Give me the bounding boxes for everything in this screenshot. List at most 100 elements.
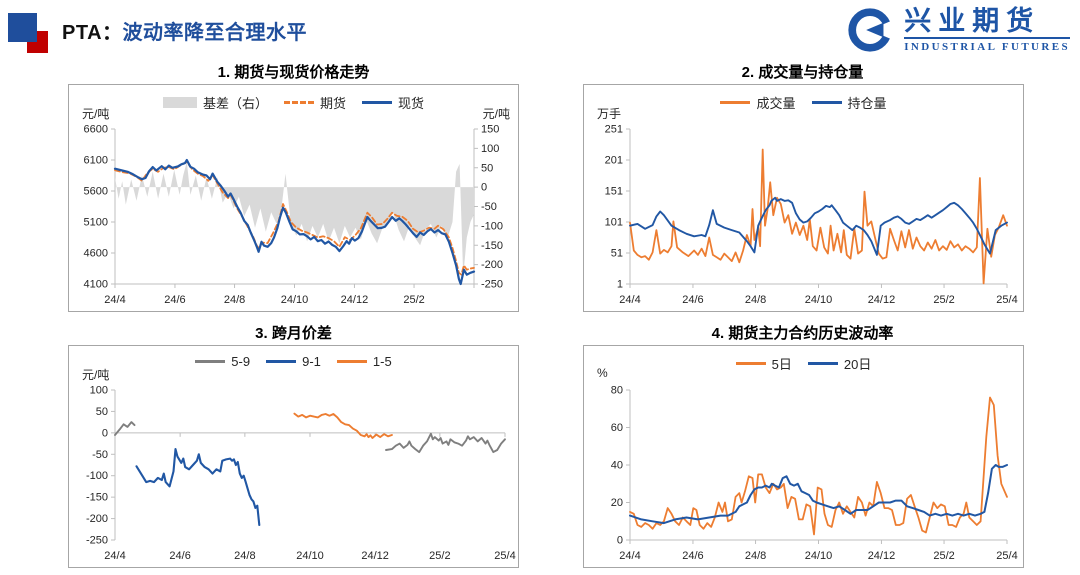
svg-text:24/12: 24/12 [868,550,896,562]
svg-text:25/2: 25/2 [933,294,954,306]
chart2-unit-left: 万手 [597,107,622,121]
logo-icon [845,5,898,55]
svg-text:24/10: 24/10 [296,550,324,562]
header-blue-square [8,13,37,42]
chart3-legend: 5-9 9-1 1-5 [69,354,518,369]
svg-text:150: 150 [481,124,499,136]
logo-name-cn: 兴业期货 [904,5,1041,36]
legend-swatch-line [720,101,751,104]
svg-text:-200: -200 [481,259,503,271]
chart-panel-volume: 万手 成交量 持仓量 251 201 151 101 51 1 24/4 24/6 24/8 24/… [583,84,1024,312]
legend-swatch-line [735,362,766,365]
svg-text:24/10: 24/10 [805,294,833,306]
legend-swatch-dash [283,101,314,104]
svg-text:151: 151 [605,186,623,198]
legend-label: 现货 [398,96,425,111]
svg-text:24/12: 24/12 [361,550,389,562]
svg-text:40: 40 [611,460,623,472]
legend-item: 5日 [735,354,792,373]
svg-text:24/12: 24/12 [868,294,896,306]
svg-text:24/6: 24/6 [169,550,190,562]
svg-text:24/10: 24/10 [805,550,833,562]
svg-text:50: 50 [481,162,493,174]
legend-item: 持仓量 [811,93,887,112]
svg-text:24/8: 24/8 [745,294,766,306]
logo-name-en: INDUSTRIAL FUTURES [904,41,1070,54]
legend-swatch-line [336,360,367,363]
legend-item: 期货 [283,93,346,112]
legend-label: 5日 [771,357,792,372]
legend-label: 期货 [319,96,346,111]
legend-swatch-line [807,362,838,365]
svg-text:251: 251 [605,124,623,136]
svg-text:24/10: 24/10 [281,294,309,306]
svg-text:-100: -100 [481,220,503,232]
svg-text:24/6: 24/6 [164,294,185,306]
svg-text:0: 0 [617,535,623,547]
svg-text:0: 0 [481,182,487,194]
chart1-unit-left: 元/吨 [82,107,110,121]
chart3-unit-left: 元/吨 [82,368,110,382]
company-logo: 兴业期货 INDUSTRIAL FUTURES [845,5,1070,55]
svg-text:51: 51 [611,248,623,260]
page-title-prefix: PTA： [62,22,123,44]
svg-text:25/4: 25/4 [996,294,1017,306]
chart2-plot: 251 201 151 101 51 1 24/4 24/6 24/8 24/10 24/12 25/… [605,124,1018,307]
svg-text:25/2: 25/2 [933,550,954,562]
legend-item: 1-5 [336,354,392,369]
chart1-title: 1. 期货与现货价格走势 [217,64,370,81]
legend-swatch-line [266,360,297,363]
svg-text:-50: -50 [481,201,497,213]
svg-text:100: 100 [90,385,108,397]
svg-text:-200: -200 [86,513,108,525]
chart2-legend: 成交量 持仓量 [584,93,1023,112]
legend-label: 9-1 [302,354,321,369]
chart3-plot: 100 50 0 -50 -100 -150 -200 -250 24/4 24/6 24/8 24/… [86,385,516,563]
chart4-title: 4. 期货主力合约历史波动率 [711,325,894,342]
svg-text:4100: 4100 [84,279,108,291]
svg-text:4600: 4600 [84,248,108,260]
svg-text:100: 100 [481,143,499,155]
svg-text:24/8: 24/8 [224,294,245,306]
legend-label: 持仓量 [847,96,887,111]
legend-label: 5-9 [231,354,251,369]
svg-text:24/6: 24/6 [682,550,703,562]
svg-text:101: 101 [605,217,623,229]
svg-text:20: 20 [611,497,623,509]
svg-text:5100: 5100 [84,217,108,229]
chart-panel-volatility: % 5日 20日 80 60 40 20 0 24/4 24/6 24/8 24/10 24/12 2… [583,345,1024,568]
svg-text:24/4: 24/4 [619,550,640,562]
chart3-title: 3. 跨月价差 [255,325,332,342]
svg-text:25/2: 25/2 [403,294,424,306]
legend-swatch-area [162,97,197,108]
legend-swatch-line [195,360,226,363]
logo-text: 兴业期货 INDUSTRIAL FUTURES [904,5,1070,54]
svg-text:24/8: 24/8 [745,550,766,562]
svg-text:25/2: 25/2 [429,550,450,562]
chart1-legend: 基差（右） 期货 现货 [69,93,518,112]
chart4-legend: 5日 20日 [584,354,1023,373]
svg-text:24/4: 24/4 [104,550,125,562]
svg-text:-150: -150 [481,240,503,252]
chart1-unit-right: 元/吨 [482,107,510,121]
svg-text:-250: -250 [481,279,503,291]
chart4-unit-left: % [597,366,608,380]
svg-text:6100: 6100 [84,155,108,167]
legend-item: 现货 [362,93,424,112]
svg-text:25/4: 25/4 [996,550,1017,562]
svg-text:24/12: 24/12 [341,294,369,306]
svg-text:80: 80 [611,385,623,397]
legend-item: 5-9 [195,354,250,369]
chart2-title: 2. 成交量与持仓量 [741,64,864,81]
svg-text:50: 50 [96,406,108,418]
chart4-plot: 80 60 40 20 0 24/4 24/6 24/8 24/10 24/12 25/2 25/4 [611,385,1018,563]
svg-text:0: 0 [102,427,108,439]
svg-text:-100: -100 [86,470,108,482]
svg-text:1: 1 [617,279,623,291]
chart-panel-price: 元/吨 元/吨 基差（右） 期货 现货 6600 6100 5600 5100 4600 41… [68,84,519,312]
legend-swatch-line [811,101,842,104]
page-title: PTA：波动率降至合理水平 [62,16,307,45]
legend-label: 1-5 [372,354,392,369]
svg-text:24/4: 24/4 [619,294,640,306]
